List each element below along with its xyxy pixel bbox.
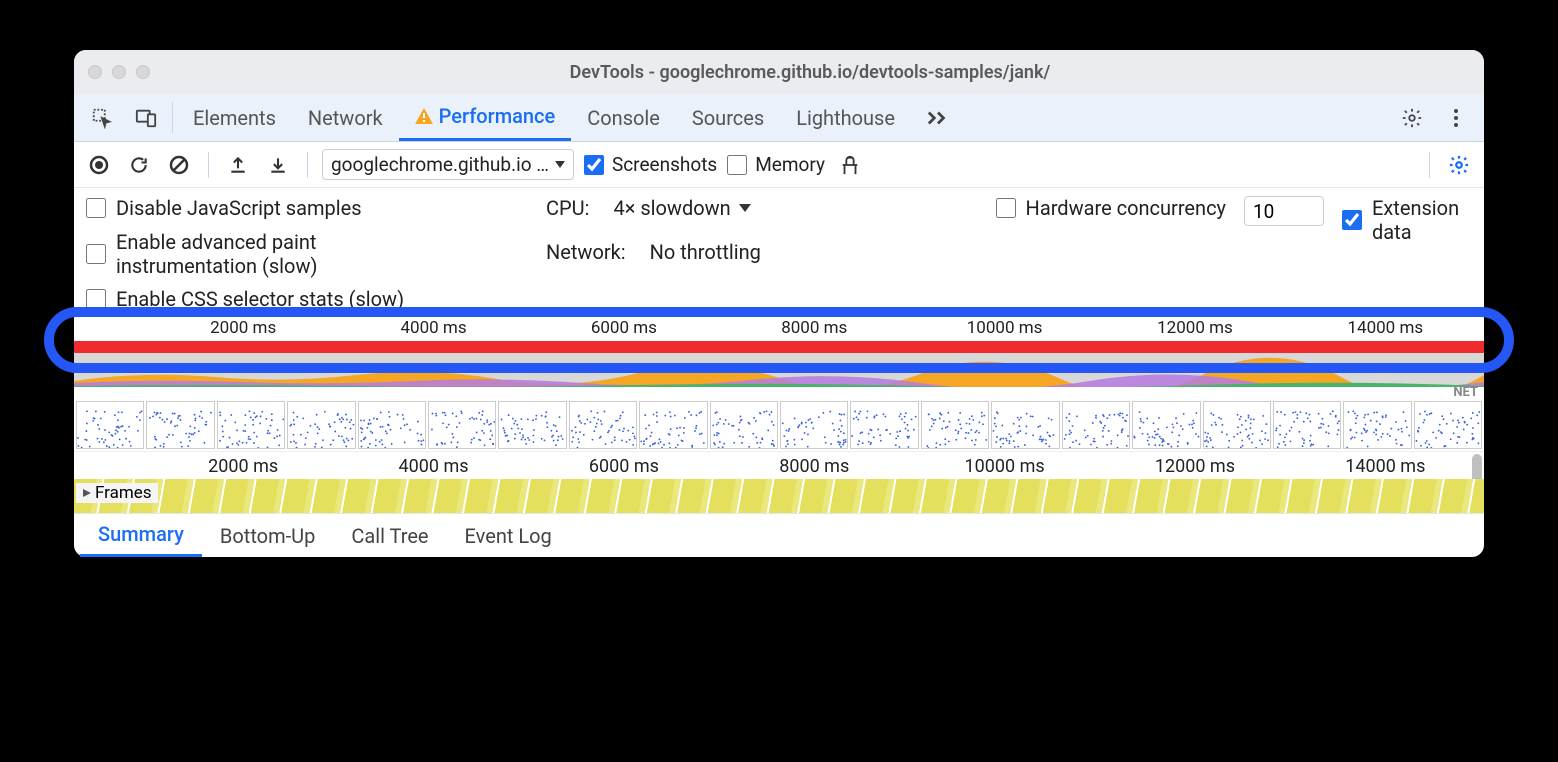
time-tick: 4000 ms [399, 456, 469, 477]
minimize-window-button[interactable] [112, 65, 126, 79]
filmstrip-thumbnail[interactable] [498, 401, 566, 449]
time-tick: 2000 ms [208, 456, 278, 477]
memory-checkbox[interactable]: Memory [727, 153, 825, 176]
expand-triangle-icon [82, 488, 92, 498]
record-button[interactable] [84, 150, 114, 180]
overview-long-task-bar [74, 341, 1484, 353]
performance-toolbar: googlechrome.github.io … Screenshots Mem… [74, 142, 1484, 188]
timeline-overview[interactable]: 2000 ms 4000 ms 6000 ms 8000 ms 10000 ms 1200… [74, 315, 1484, 513]
url-selector[interactable]: googlechrome.github.io … [322, 149, 574, 180]
kebab-menu-icon[interactable] [1434, 94, 1478, 141]
filmstrip-thumbnail[interactable] [1062, 401, 1130, 449]
details-tab-event-log[interactable]: Event Log [447, 514, 570, 557]
tab-performance[interactable]: Performance [399, 94, 572, 141]
upload-icon[interactable] [223, 150, 253, 180]
time-tick: 12000 ms [1157, 318, 1233, 338]
disable-js-samples-checkbox[interactable]: Disable JavaScript samples [86, 196, 506, 220]
devtools-window: DevTools - googlechrome.github.io/devtoo… [74, 50, 1484, 557]
filmstrip-thumbnail[interactable] [991, 401, 1059, 449]
details-tab-call-tree[interactable]: Call Tree [333, 514, 446, 557]
cpu-throttle-select[interactable]: 4× slowdown [613, 196, 750, 220]
filmstrip-thumbnail[interactable] [710, 401, 778, 449]
time-tick: 6000 ms [591, 318, 657, 338]
filmstrip-thumbnail[interactable] [1343, 401, 1411, 449]
tab-sources[interactable]: Sources [676, 94, 780, 141]
filmstrip-thumbnail[interactable] [287, 401, 355, 449]
filmstrip-thumbnail[interactable] [217, 401, 285, 449]
cpu-throttle-label: CPU: [546, 196, 589, 220]
details-tabbar: SummaryBottom-UpCall TreeEvent Log [74, 513, 1484, 557]
device-toolbar-icon[interactable] [124, 94, 168, 141]
settings-gear-icon[interactable] [1390, 94, 1434, 141]
garbage-collect-icon[interactable] [835, 150, 865, 180]
tab-console[interactable]: Console [571, 94, 676, 141]
warning-icon [415, 108, 433, 124]
main-time-ruler: 2000 ms 4000 ms 6000 ms 8000 ms 10000 ms 1200… [74, 451, 1484, 479]
filmstrip-thumbnail[interactable] [1414, 401, 1482, 449]
overview-cpu-chart [74, 353, 1484, 387]
details-tab-summary[interactable]: Summary [80, 514, 202, 557]
dropdown-caret-icon [555, 161, 565, 169]
filmstrip-thumbnail[interactable] [76, 401, 144, 449]
advanced-paint-checkbox[interactable]: Enable advanced paint instrumentation (s… [86, 230, 506, 278]
overview-time-ruler: 2000 ms 4000 ms 6000 ms 8000 ms 10000 ms 1200… [74, 315, 1484, 341]
time-tick: 6000 ms [589, 456, 659, 477]
css-selector-stats-checkbox[interactable]: Enable CSS selector stats (slow) [86, 288, 506, 310]
network-throttle-value: No throttling [650, 240, 761, 264]
dropdown-caret-icon [739, 204, 751, 213]
filmstrip-thumbnail[interactable] [850, 401, 918, 449]
details-tab-bottom-up[interactable]: Bottom-Up [202, 514, 333, 557]
network-throttle-label: Network: [546, 240, 626, 264]
window-title: DevTools - googlechrome.github.io/devtoo… [150, 62, 1470, 83]
time-tick: 8000 ms [779, 456, 849, 477]
filmstrip-thumbnail[interactable] [780, 401, 848, 449]
filmstrip-thumbnail[interactable] [1132, 401, 1200, 449]
zoom-window-button[interactable] [136, 65, 150, 79]
filmstrip-thumbnail[interactable] [428, 401, 496, 449]
capture-settings-panel: Disable JavaScript samples Enable advanc… [74, 188, 1484, 315]
download-icon[interactable] [263, 150, 293, 180]
time-tick: 14000 ms [1345, 456, 1425, 477]
traffic-lights [88, 65, 150, 79]
frames-track-label[interactable]: Frames [76, 483, 158, 503]
devtools-tabbar: ElementsNetworkPerformanceConsoleSources… [74, 94, 1484, 142]
filmstrip-thumbnail[interactable] [1273, 401, 1341, 449]
tab-network[interactable]: Network [292, 94, 399, 141]
screenshot-filmstrip [74, 399, 1484, 451]
time-tick: 10000 ms [965, 456, 1045, 477]
url-selector-label: googlechrome.github.io … [331, 153, 549, 176]
reload-button[interactable] [124, 150, 154, 180]
time-tick: 14000 ms [1347, 318, 1423, 338]
screenshots-checkbox[interactable]: Screenshots [584, 153, 717, 176]
time-tick: 4000 ms [400, 318, 466, 338]
hardware-concurrency-checkbox[interactable]: Hardware concurrency [996, 196, 1226, 220]
overview-network-lane: NET [74, 387, 1484, 399]
hardware-concurrency-input[interactable] [1244, 196, 1324, 226]
frames-track[interactable]: Frames [74, 479, 1484, 513]
time-tick: 2000 ms [210, 318, 276, 338]
clear-button[interactable] [164, 150, 194, 180]
time-tick: 10000 ms [967, 318, 1043, 338]
extension-data-checkbox[interactable]: Extension data [1342, 196, 1472, 244]
time-tick: 8000 ms [781, 318, 847, 338]
inspect-element-icon[interactable] [80, 94, 124, 141]
close-window-button[interactable] [88, 65, 102, 79]
filmstrip-thumbnail[interactable] [1203, 401, 1271, 449]
time-tick: 12000 ms [1155, 456, 1235, 477]
filmstrip-thumbnail[interactable] [146, 401, 214, 449]
filmstrip-thumbnail[interactable] [921, 401, 989, 449]
window-titlebar: DevTools - googlechrome.github.io/devtoo… [74, 50, 1484, 94]
more-tabs-chevron[interactable] [911, 94, 965, 141]
filmstrip-thumbnail[interactable] [569, 401, 637, 449]
filmstrip-thumbnail[interactable] [639, 401, 707, 449]
filmstrip-thumbnail[interactable] [358, 401, 426, 449]
capture-settings-gear-icon[interactable] [1444, 150, 1474, 180]
tab-elements[interactable]: Elements [177, 94, 292, 141]
tab-lighthouse[interactable]: Lighthouse [780, 94, 911, 141]
